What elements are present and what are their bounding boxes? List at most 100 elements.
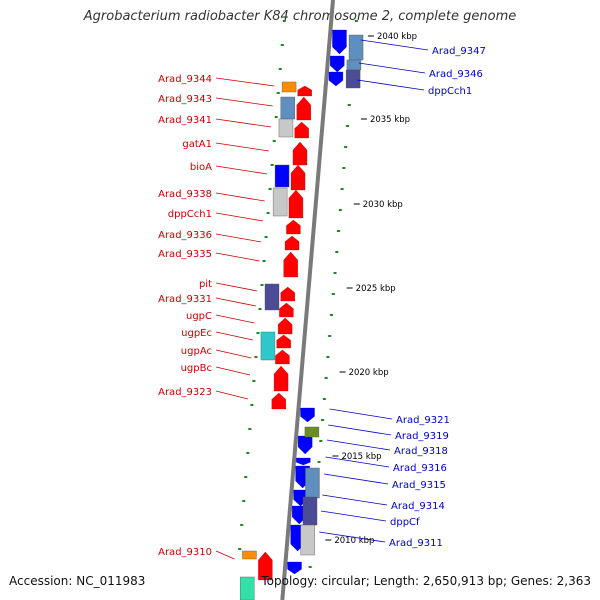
gene-label-right: Arad_9311 — [389, 538, 443, 549]
label-leader-left — [215, 390, 249, 400]
label-leader-left — [215, 212, 264, 222]
gene-label-left: dppCch1 — [168, 209, 212, 220]
forward-gene-arrow — [287, 561, 302, 575]
cds-box-navy — [345, 69, 361, 89]
label-leader-left — [215, 165, 268, 175]
gene-label-left: Arad_9323 — [158, 387, 212, 398]
label-leader-left — [215, 366, 251, 376]
label-leader-right — [360, 39, 429, 51]
reverse-gene-arrow — [294, 121, 309, 139]
label-leader-left — [215, 118, 272, 128]
gene-label-left: bioA — [190, 162, 212, 173]
label-leader-left — [215, 192, 265, 202]
cds-box-navy — [302, 496, 318, 526]
reverse-gene-arrow — [288, 189, 304, 219]
gene-label-left: Arad_9338 — [158, 189, 212, 200]
gc-dot-outer — [331, 293, 335, 295]
forward-gene-arrow — [300, 407, 315, 423]
reverse-gene-arrow — [297, 85, 312, 97]
reverse-gene-arrow — [284, 235, 300, 251]
tick-label: 2025 kbp — [356, 284, 396, 294]
reverse-gene-arrow — [276, 334, 291, 349]
gc-dot-outer — [344, 146, 348, 148]
gene-label-right: Arad_9319 — [395, 431, 449, 442]
forward-gene-arrow — [296, 457, 311, 466]
gc-dot-inner — [240, 524, 244, 526]
forward-gene-arrow — [298, 435, 313, 455]
gene-label-left: ugpC — [186, 311, 212, 322]
gc-dot-outer — [321, 419, 325, 421]
cds-box-cyan — [260, 331, 276, 361]
label-leader-left — [215, 77, 275, 87]
gene-label-right: Arad_9316 — [393, 463, 447, 474]
gc-dot-outer — [324, 377, 328, 379]
tick-label: 2035 kbp — [370, 115, 410, 125]
forward-gene-arrow — [328, 71, 344, 87]
reverse-gene-arrow — [258, 551, 273, 581]
reverse-gene-arrow — [292, 141, 308, 166]
gc-dot-inner — [242, 500, 246, 502]
gene-label-left: pit — [199, 279, 212, 290]
gene-label-left: ugpAc — [181, 346, 212, 357]
gene-label-right: Arad_9315 — [392, 480, 446, 491]
genome-title: Agrobacterium radiobacter K84 chromosome… — [83, 9, 517, 24]
gc-dot-outer — [308, 566, 312, 568]
gc-dot-outer — [342, 167, 346, 169]
label-leader-left — [215, 331, 254, 341]
gc-dot-outer — [322, 398, 326, 400]
gene-label-left: gatA1 — [182, 139, 212, 150]
label-leader-left — [215, 252, 260, 262]
tick-label: 2015 kbp — [341, 452, 381, 462]
gene-label-left: Arad_9341 — [158, 115, 212, 126]
label-leader-left — [215, 97, 273, 107]
gc-dot-outer — [340, 188, 344, 190]
gene-label-left: Arad_9331 — [158, 294, 212, 305]
gc-dot-outer — [354, 20, 358, 22]
tick-label: 2040 kbp — [377, 32, 417, 42]
cds-box-orange — [281, 81, 297, 93]
gene-label-left: Arad_9335 — [158, 249, 212, 260]
cds-box-olive — [304, 426, 320, 438]
gene-label-right: Arad_9318 — [394, 446, 448, 457]
gc-dot-inner — [254, 356, 258, 358]
label-leader-right — [322, 494, 388, 506]
gc-dot-inner — [270, 164, 274, 166]
gene-label-right: Arad_9321 — [396, 415, 450, 426]
gc-dot-outer — [326, 356, 330, 358]
reverse-gene-arrow — [283, 251, 298, 278]
cds-box-lightblue — [348, 34, 364, 61]
reverse-gene-arrow — [280, 286, 295, 302]
gc-dot-inner — [278, 68, 282, 70]
gc-dot-inner — [256, 332, 260, 334]
accession-text: Accession: NC_011983 — [9, 574, 146, 588]
gc-dot-inner — [238, 548, 242, 550]
gc-dot-inner — [246, 452, 250, 454]
label-leader-left — [215, 142, 269, 152]
reverse-gene-arrow — [286, 219, 301, 235]
gc-dot-outer — [333, 272, 337, 274]
cds-box-grey — [278, 118, 294, 138]
gc-dot-outer — [338, 209, 342, 211]
cds-box-orange — [242, 550, 257, 560]
label-leader-left — [215, 349, 252, 359]
gene-label-left: Arad_9344 — [158, 74, 212, 85]
gc-dot-outer — [329, 314, 333, 316]
gc-dot-inner — [268, 188, 272, 190]
backbone-line — [280, 0, 335, 600]
label-leader-right — [319, 531, 386, 543]
label-leader-left — [215, 282, 258, 292]
label-leader-right — [357, 79, 425, 91]
reverse-gene-arrow — [275, 349, 290, 365]
label-leader-right — [320, 510, 387, 522]
cds-box-teal — [240, 576, 255, 600]
gc-dot-inner — [264, 236, 268, 238]
gene-label-right: Arad_9346 — [429, 69, 483, 80]
tick-label: 2010 kbp — [334, 536, 374, 546]
gene-label-left: Arad_9336 — [158, 230, 212, 241]
cds-box-lightblue — [280, 96, 296, 120]
gc-dot-inner — [282, 20, 286, 22]
gc-dot-inner — [266, 212, 270, 214]
reverse-gene-arrow — [279, 302, 294, 318]
cds-box-grey — [272, 187, 288, 217]
gc-dot-inner — [280, 44, 284, 46]
